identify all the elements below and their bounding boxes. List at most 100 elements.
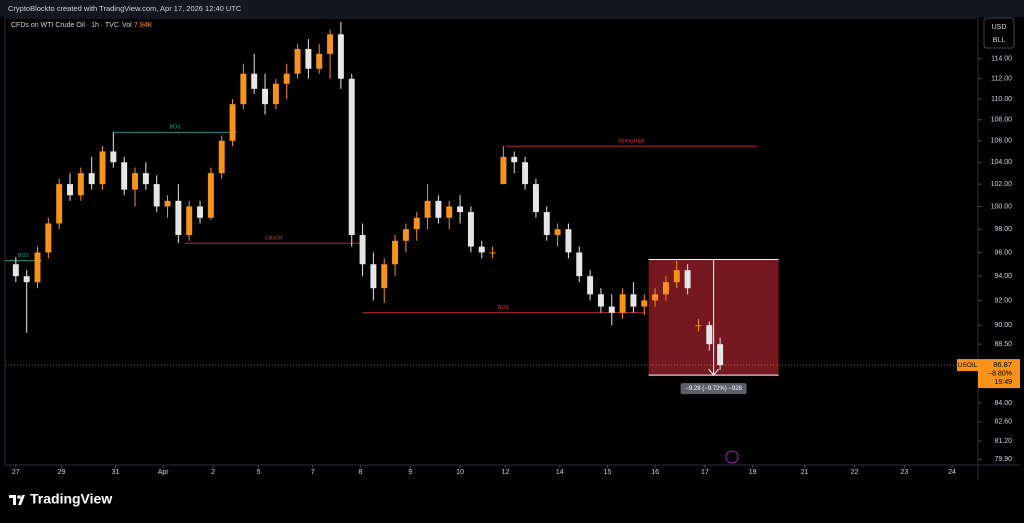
candle-body: [99, 151, 106, 185]
candle-body: [435, 200, 442, 218]
x-tick-label: 7: [311, 469, 315, 476]
x-tick-label: 15: [604, 469, 612, 476]
y-tick-label: 98.00: [994, 226, 1012, 233]
candle-body: [402, 229, 409, 241]
x-tick-label: 21: [801, 469, 809, 476]
y-tick-label: 102.00: [991, 181, 1013, 188]
symbol: USOIL: [958, 362, 978, 369]
candle-body: [251, 73, 258, 89]
x-tick-label: 17: [701, 469, 709, 476]
candle-body: [164, 200, 171, 207]
candle-body: [359, 234, 366, 265]
event-icon[interactable]: [725, 450, 739, 464]
x-tick-label: 29: [57, 469, 65, 476]
footer-brand: TradingView: [30, 491, 112, 507]
x-tick-label: 8: [358, 469, 362, 476]
level-label: BOS: [498, 305, 509, 311]
x-tick-label: Apr: [158, 469, 170, 476]
x-tick-label: 9: [408, 469, 412, 476]
x-tick-label: 2: [211, 469, 215, 476]
candle-body: [587, 276, 594, 295]
x-tick-label: 16: [651, 469, 659, 476]
candle-body: [489, 252, 496, 254]
x-tick-label: 5: [257, 469, 261, 476]
level-label: BOS: [18, 253, 29, 259]
candle-body: [630, 294, 637, 307]
x-tick-label: 31: [112, 469, 120, 476]
candle-body: [424, 200, 431, 218]
candle-body: [337, 34, 344, 79]
price-tag: [978, 359, 1020, 389]
candle-body: [522, 162, 529, 185]
level-label: BOS: [170, 125, 181, 131]
candle-body: [229, 104, 236, 141]
measure-label-box: [680, 383, 747, 395]
logo-icon: [9, 495, 25, 505]
x-tick-label: 12: [502, 469, 510, 476]
y-tick-label: 108.00: [991, 117, 1013, 124]
candle-body: [576, 252, 583, 277]
unit[interactable]: BLL: [993, 37, 1006, 44]
symbol-tag: [957, 359, 978, 372]
header-text: CryptoBlockto created with TradingView.c…: [8, 4, 242, 13]
x-tick-label: 24: [948, 469, 956, 476]
measure-label: −9.28 (−9.72%) −928: [685, 386, 742, 392]
candle-body: [662, 282, 669, 295]
currency[interactable]: USD: [992, 24, 1007, 31]
x-tick-label: 10: [456, 469, 464, 476]
candle-body: [45, 223, 52, 253]
level-label: Strong High: [618, 138, 645, 144]
y-tick-label: 81.20: [994, 438, 1012, 445]
candle-body: [446, 206, 453, 218]
logo-dot: [17, 495, 21, 499]
level-label: CHoCH: [265, 235, 283, 241]
x-tick-label: 23: [900, 469, 908, 476]
candle-body: [34, 252, 41, 283]
candle-body: [186, 206, 193, 235]
y-tick-label: 82.60: [994, 419, 1012, 426]
candle-body: [110, 151, 117, 163]
y-tick-label: 110.00: [991, 96, 1012, 103]
candle-body: [608, 306, 615, 313]
candle-body: [673, 270, 680, 283]
candle-body: [641, 300, 648, 307]
candle-body: [478, 246, 485, 253]
candle-body: [554, 229, 561, 235]
candle-body: [597, 294, 604, 307]
candle-body: [56, 184, 63, 224]
measure-arrowhead: [708, 368, 720, 376]
y-tick-label: 94.00: [994, 273, 1012, 280]
y-tick-label: 84.00: [994, 400, 1012, 407]
y-tick-label: 100.00: [991, 203, 1013, 210]
candle-body: [717, 344, 724, 366]
candle-body: [175, 200, 182, 235]
candle-body: [218, 140, 225, 174]
candle-body: [706, 325, 713, 345]
candle-body: [121, 162, 128, 190]
candle-body: [413, 217, 420, 230]
unit-box[interactable]: [983, 17, 1015, 49]
volume-value: 7.94K: [134, 22, 153, 29]
candle-body: [511, 156, 518, 163]
candle-body: [294, 48, 301, 74]
candle-body: [272, 83, 279, 105]
x-tick-label: 14: [556, 469, 564, 476]
candle-body: [67, 184, 73, 196]
footer-logo: [9, 495, 25, 505]
candle-body: [142, 173, 149, 185]
candle-body: [457, 206, 464, 213]
change: −8.80%: [988, 370, 1012, 377]
candle-body: [684, 270, 691, 289]
candle-body: [543, 212, 550, 235]
top-bar: [0, 0, 1024, 17]
candle-body: [283, 73, 290, 84]
candle-body: [132, 173, 139, 190]
y-tick-label: 104.00: [991, 159, 1013, 166]
candle-body: [240, 73, 247, 105]
candle-body: [619, 294, 626, 313]
candle-body: [207, 173, 214, 218]
candle-body: [88, 173, 95, 185]
chart-title: CFDs on WTI Crude Oil · 1h · TVC: [11, 22, 119, 29]
